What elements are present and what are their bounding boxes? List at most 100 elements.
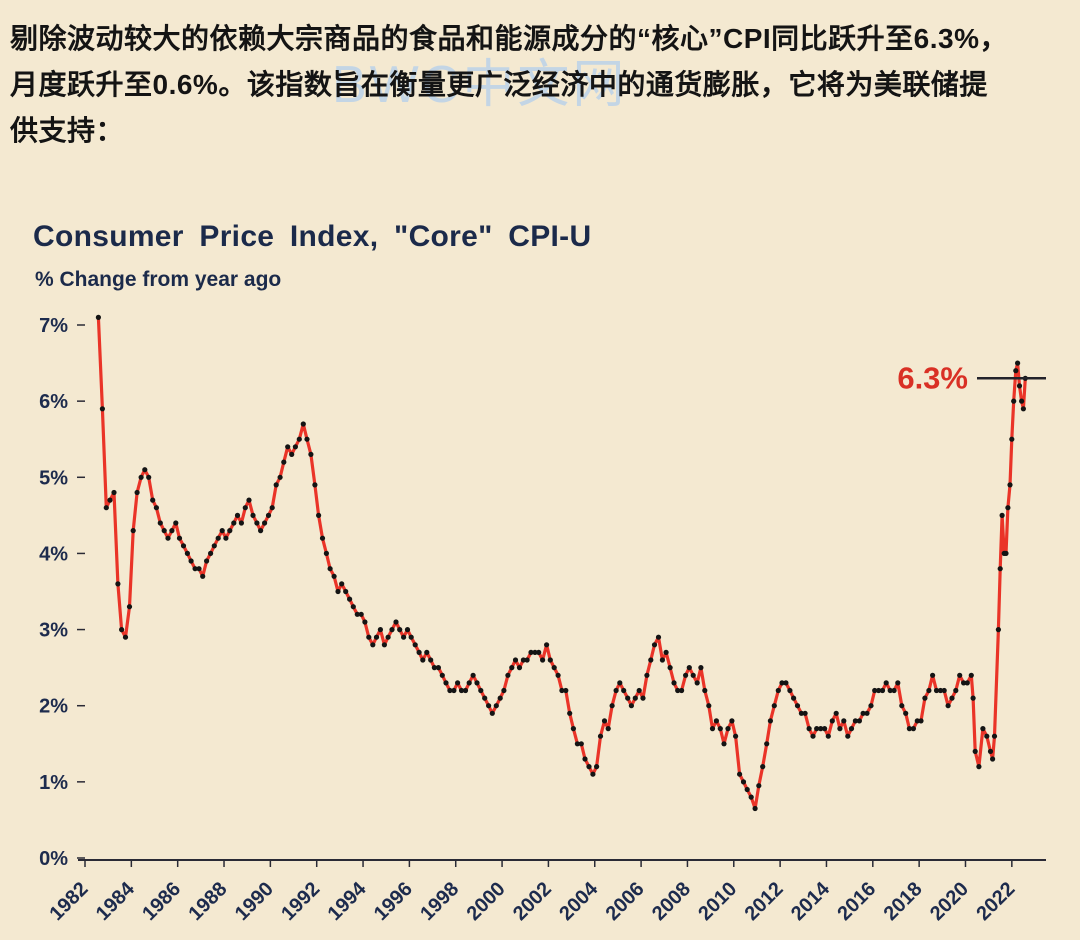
data-point-marker	[358, 611, 364, 617]
x-tick-label: 1988	[185, 878, 232, 925]
data-point-marker	[597, 733, 604, 739]
data-point-marker	[930, 672, 936, 678]
data-point-marker	[655, 634, 662, 640]
data-point-marker	[810, 733, 816, 739]
data-point-marker	[690, 672, 696, 678]
data-point-marker	[625, 695, 631, 701]
data-point-marker	[512, 657, 519, 663]
data-point-marker	[130, 528, 136, 534]
x-tick-label: 2012	[741, 878, 788, 925]
data-point-marker	[470, 672, 476, 678]
data-point-marker	[373, 634, 380, 640]
data-point-marker	[937, 687, 944, 694]
data-point-marker	[756, 783, 762, 789]
data-point-marker	[621, 687, 627, 694]
data-point-marker	[524, 657, 530, 663]
data-point-marker	[740, 779, 747, 785]
data-point-marker	[945, 703, 951, 709]
x-tick-label: 2018	[880, 878, 927, 925]
data-point-marker	[447, 687, 453, 694]
data-point-marker	[265, 512, 272, 518]
x-tick-label: 2014	[787, 877, 835, 925]
x-tick-label: 1986	[138, 878, 185, 925]
data-point-marker	[381, 642, 387, 648]
data-point-marker	[779, 680, 785, 686]
data-point-marker	[876, 687, 882, 694]
data-point-marker	[926, 687, 932, 694]
data-point-marker	[555, 672, 561, 678]
data-point-marker	[837, 726, 843, 732]
annotation-value-label: 6.3%	[897, 360, 968, 395]
data-point-marker	[478, 687, 484, 694]
data-point-marker	[412, 642, 418, 648]
data-point-marker	[551, 665, 557, 671]
data-point-marker	[1009, 436, 1015, 442]
data-point-marker	[752, 805, 758, 812]
x-tick-label: 2002	[509, 878, 556, 925]
data-point-marker	[319, 535, 326, 541]
data-point-marker	[941, 687, 947, 694]
data-point-marker	[694, 680, 700, 686]
data-point-marker	[744, 786, 750, 793]
data-point-marker	[173, 520, 179, 526]
data-point-marker	[1016, 383, 1023, 389]
data-point-marker	[184, 550, 190, 556]
data-point-marker	[126, 604, 133, 610]
x-tick-label: 2022	[972, 878, 1019, 925]
data-point-marker	[509, 665, 515, 671]
data-point-marker	[737, 771, 743, 777]
intro-text-line: 剔除波动较大的依赖大宗商品的食品和能源成分的“核心”CPI同比跃升至6.3%，	[10, 23, 1008, 54]
data-point-marker	[300, 421, 306, 427]
data-point-marker	[980, 726, 986, 732]
data-point-marker	[559, 687, 565, 694]
data-point-marker	[362, 619, 368, 625]
data-point-marker	[686, 665, 692, 671]
data-point-marker	[567, 710, 573, 716]
data-point-marker	[95, 314, 101, 320]
cpi-line-chart: 0% 1% 2% 3% 4% 5% 6% 7% 1982 1984 1986 1988 1990 1992…	[39, 314, 1046, 925]
data-point-marker	[308, 451, 314, 457]
data-point-marker	[997, 566, 1003, 572]
data-point-marker	[115, 581, 121, 587]
data-point-marker	[903, 710, 909, 716]
data-point-marker	[466, 680, 472, 686]
data-point-marker	[435, 665, 441, 671]
data-point-marker	[246, 497, 252, 503]
data-point-marker	[146, 474, 152, 480]
data-point-marker	[771, 703, 777, 709]
data-point-marker	[331, 573, 337, 579]
data-point-marker	[617, 680, 623, 686]
data-point-marker	[586, 764, 592, 770]
data-point-marker	[227, 528, 233, 534]
data-point-marker	[269, 505, 275, 511]
data-point-marker	[200, 573, 206, 579]
data-point-marker	[663, 649, 669, 655]
data-point-marker	[775, 687, 781, 694]
data-point-marker	[238, 520, 244, 526]
data-point-marker	[999, 512, 1005, 518]
chart-title: Consumer Price Index, "Core" CPI-U	[33, 220, 592, 253]
data-point-marker	[231, 520, 237, 526]
x-tick-label: 2006	[602, 878, 649, 925]
data-point-marker	[659, 657, 666, 663]
data-point-marker	[339, 581, 345, 587]
data-point-marker	[822, 726, 828, 732]
data-point-marker	[165, 535, 171, 541]
data-point-marker	[671, 680, 677, 686]
data-point-marker	[721, 741, 727, 747]
data-point-marker	[134, 489, 140, 496]
data-point-marker	[640, 695, 646, 701]
data-point-marker	[806, 726, 812, 732]
data-point-marker	[794, 703, 801, 709]
data-point-marker	[667, 665, 673, 671]
x-tick-label: 2000	[463, 878, 510, 925]
data-point-marker	[188, 558, 194, 564]
data-point-marker	[347, 596, 353, 602]
chart-subtitle: % Change from year ago	[35, 268, 282, 291]
data-point-marker	[860, 710, 866, 716]
data-point-marker	[196, 566, 202, 572]
data-point-marker	[964, 680, 970, 686]
data-point-marker	[725, 726, 731, 732]
data-point-marker	[416, 649, 422, 655]
x-tick-label: 1994	[324, 877, 372, 925]
